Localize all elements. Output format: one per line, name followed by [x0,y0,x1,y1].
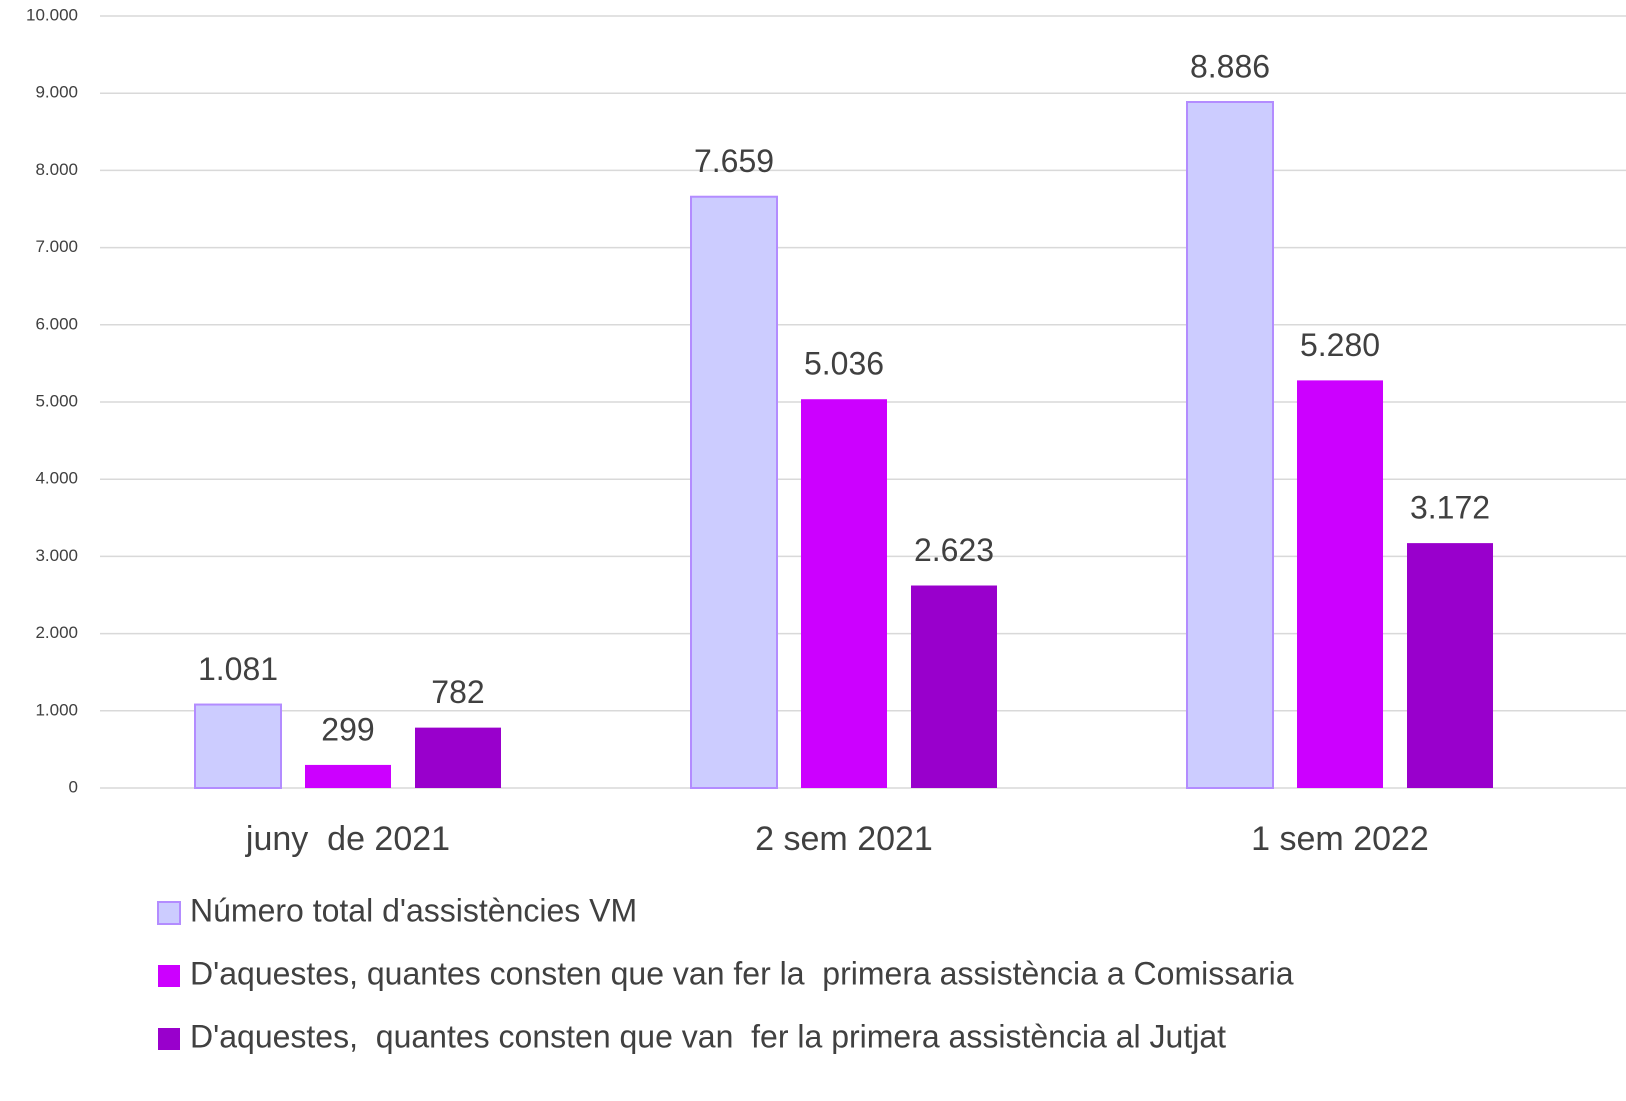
bar [194,703,282,790]
legend-label: D'aquestes, quantes consten que van fer … [190,955,1294,991]
x-tick-label: 2 sem 2021 [755,820,933,858]
bar [415,727,501,788]
data-label: 5.036 [804,346,884,382]
y-tick-label: 5.000 [35,391,78,410]
y-tick-label: 2.000 [35,623,78,642]
data-label: 299 [321,711,374,747]
bar [801,399,887,788]
legend-label: D'aquestes, quantes consten que van fer … [190,1018,1226,1054]
y-tick-label: 4.000 [35,469,78,488]
y-tick-label: 6.000 [35,314,78,333]
y-tick-label: 9.000 [35,83,78,102]
data-label: 7.659 [694,143,774,179]
y-tick-label: 0 [69,777,78,796]
legend-swatch [158,1028,180,1050]
x-tick-label: 1 sem 2022 [1251,820,1429,858]
legend-swatch [157,901,181,925]
data-label: 5.280 [1300,327,1380,363]
y-tick-label: 1.000 [35,700,78,719]
data-label: 8.886 [1190,48,1270,84]
bar [911,585,997,788]
legend-label: Número total d'assistències VM [190,892,637,928]
bar [1186,101,1274,790]
data-label: 2.623 [914,532,994,568]
legend-swatch [158,965,180,987]
bar [305,764,391,788]
data-label: 1.081 [198,651,278,687]
y-tick-label: 7.000 [35,237,78,256]
data-label: 3.172 [1410,490,1490,526]
bar [1407,543,1493,788]
data-label: 782 [431,674,484,710]
bar [690,195,778,789]
x-tick-label: juny de 2021 [245,820,450,858]
bar [1297,380,1383,788]
y-tick-label: 8.000 [35,160,78,179]
y-tick-label: 3.000 [35,546,78,565]
y-tick-label: 10.000 [26,5,78,24]
